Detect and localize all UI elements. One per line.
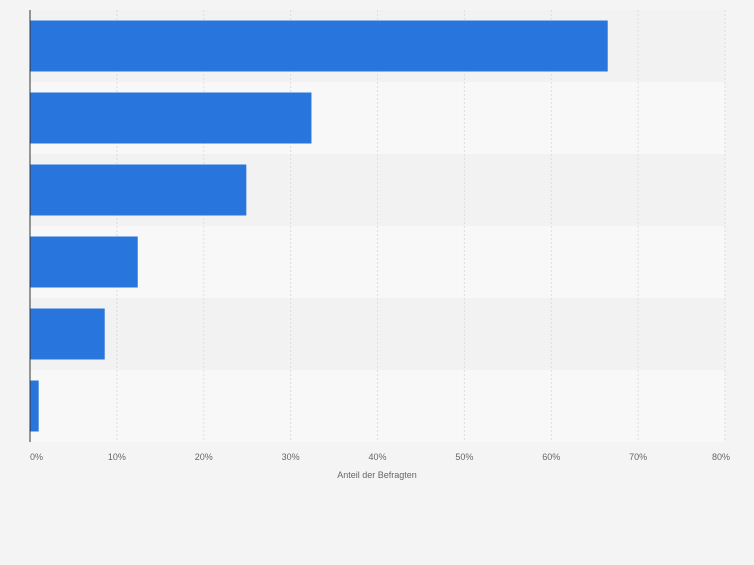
- bar[interactable]: [30, 308, 105, 360]
- x-tick-label: 60%: [542, 452, 560, 462]
- bar[interactable]: [30, 380, 39, 432]
- x-axis-ticks: 0% 10% 20% 30% 40% 50% 60% 70% 80%: [30, 452, 730, 462]
- x-tick-label: 70%: [629, 452, 647, 462]
- x-tick-label: 20%: [195, 452, 213, 462]
- bar[interactable]: [30, 164, 247, 216]
- x-tick-label: 40%: [368, 452, 386, 462]
- bar[interactable]: [30, 92, 312, 144]
- bar[interactable]: [30, 236, 138, 288]
- x-tick-label: 30%: [282, 452, 300, 462]
- x-axis-label: Anteil der Befragten: [337, 470, 417, 480]
- x-tick-label: 80%: [712, 452, 730, 462]
- bar[interactable]: [30, 20, 608, 72]
- x-tick-label: 50%: [455, 452, 473, 462]
- gridlines: [116, 10, 726, 442]
- x-tick-label: 10%: [108, 452, 126, 462]
- x-tick-label: 0%: [30, 452, 43, 462]
- bars: [30, 20, 608, 432]
